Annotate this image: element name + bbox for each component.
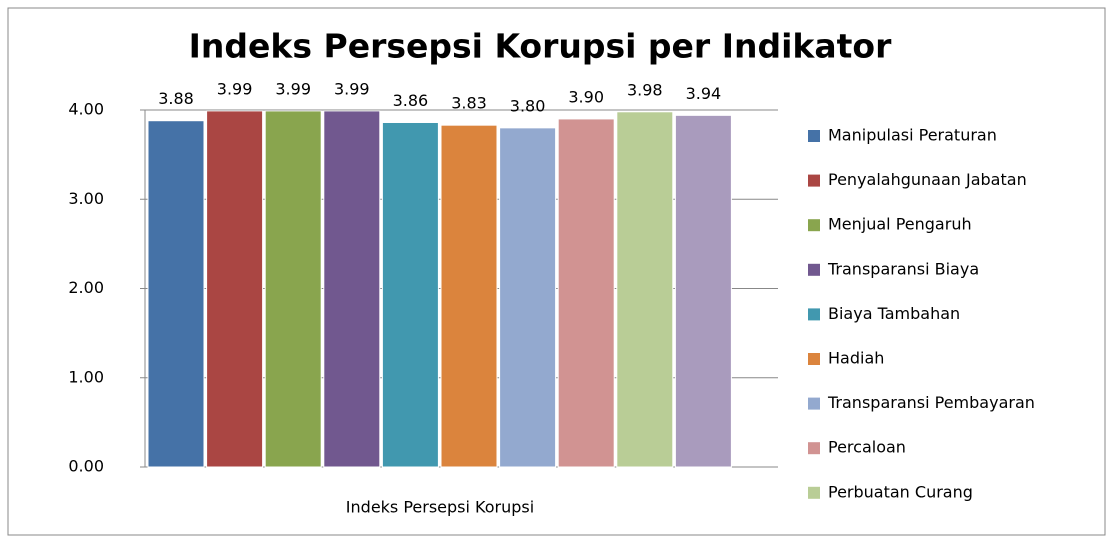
- legend-swatch: [808, 442, 820, 455]
- data-label: 3.88: [158, 89, 194, 108]
- y-tick-label: 4.00: [68, 100, 104, 119]
- legend-swatch: [808, 174, 820, 187]
- bar: [674, 114, 732, 468]
- legend-label: Transparansi Biaya: [827, 259, 979, 278]
- bar: [323, 110, 381, 468]
- y-tick-label: 3.00: [68, 189, 104, 208]
- legend-label: Hadiah: [828, 349, 884, 368]
- y-tick-label: 2.00: [68, 278, 104, 297]
- data-label: 3.94: [686, 84, 722, 103]
- bar: [616, 111, 674, 468]
- bar: [440, 124, 498, 468]
- data-label: 3.83: [451, 94, 487, 113]
- data-label: 3.90: [568, 87, 604, 106]
- data-label: 3.99: [334, 79, 370, 98]
- bar: [381, 121, 439, 468]
- legend-label: Biaya Tambahan: [828, 304, 960, 323]
- legend-swatch: [808, 486, 820, 499]
- bar: [206, 110, 264, 468]
- y-tick-label: 0.00: [68, 457, 104, 476]
- legend-label: Transparansi Pembayaran: [827, 393, 1035, 412]
- y-tick-label: 1.00: [68, 367, 104, 386]
- legend-label: Perbuatan Curang: [828, 482, 973, 501]
- legend-swatch: [808, 397, 820, 410]
- legend-label: Manipulasi Peraturan: [828, 126, 997, 145]
- legend-swatch: [808, 308, 820, 321]
- legend-swatch: [808, 130, 820, 142]
- legend-swatch: [808, 219, 820, 232]
- data-label: 3.86: [393, 91, 429, 110]
- data-label: 3.80: [510, 96, 546, 115]
- legend-swatch: [808, 353, 820, 365]
- chart-title: Indeks Persepsi Korupsi per Indikator: [189, 27, 892, 66]
- data-label: 3.99: [217, 79, 253, 98]
- bar: [264, 110, 322, 468]
- legend-swatch: [808, 263, 820, 276]
- bar: [499, 127, 557, 468]
- legend-label: Menjual Pengaruh: [828, 215, 972, 234]
- bar: [147, 120, 205, 468]
- bar: [557, 118, 615, 468]
- data-label: 3.99: [275, 79, 311, 98]
- data-label: 3.98: [627, 80, 663, 99]
- legend-label: Percaloan: [828, 438, 906, 457]
- x-tick-label: Indeks Persepsi Korupsi: [346, 498, 534, 517]
- legend-label: Penyalahgunaan Jabatan: [828, 170, 1027, 189]
